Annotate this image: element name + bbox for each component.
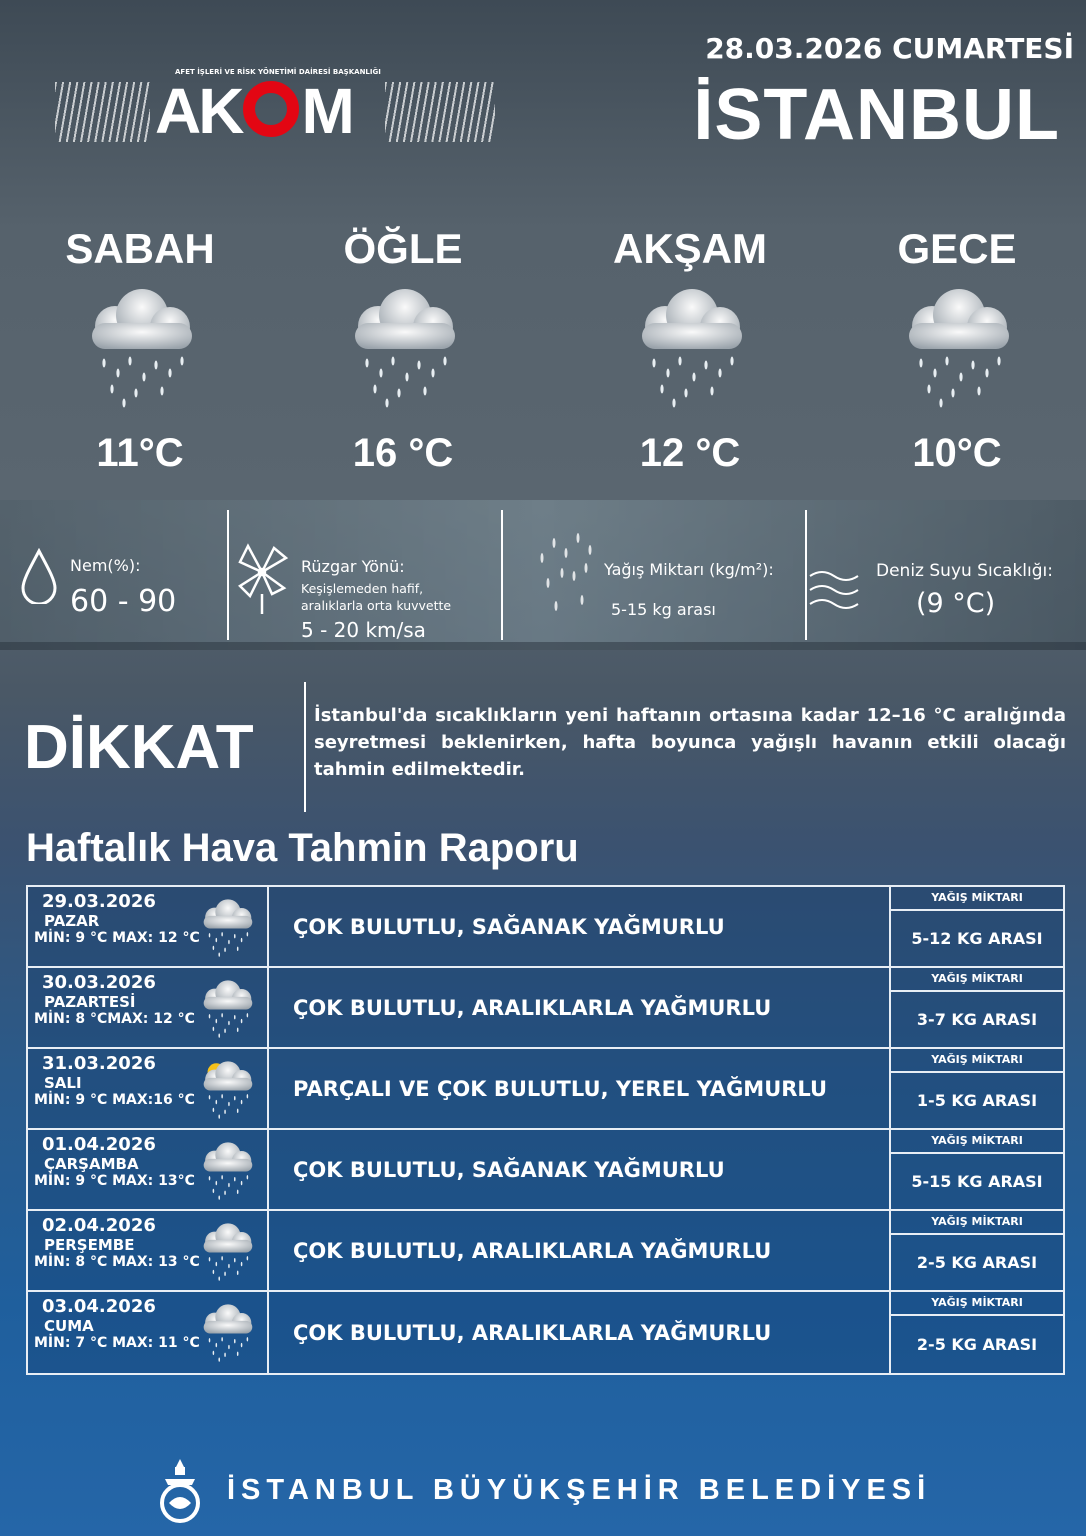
forecast-minmax: MİN: 9 °C MAX: 12 °C [34, 930, 200, 946]
forecast-row: 30.03.2026 PAZARTESİ MİN: 8 °CMAX: 12 °C… [28, 968, 1063, 1049]
sun-cloud-rain-icon [193, 1057, 261, 1121]
cloud-rain-icon [193, 1300, 261, 1364]
forecast-date: 01.04.2026 [42, 1134, 156, 1155]
rain-cell: YAĞIŞ MİKTARI 1-5 KG ARASI [891, 1049, 1063, 1128]
rain-header: YAĞIŞ MİKTARI [891, 968, 1063, 992]
cloud-rain-icon [193, 1219, 261, 1283]
raindrops-icon [540, 533, 592, 611]
ibb-logo-icon [160, 1459, 200, 1523]
alert-title: DİKKAT [24, 713, 254, 782]
day-cell: 02.04.2026 PERŞEMBE MİN: 8 °C MAX: 13 °C [28, 1211, 269, 1290]
rain-header: YAĞIŞ MİKTARI [891, 1211, 1063, 1235]
cloud-rain-icon [887, 281, 1027, 411]
report-date: 28.03.2026 CUMARTESİ [705, 32, 1074, 65]
forecast-minmax: MİN: 7 °C MAX: 11 °C [34, 1335, 200, 1351]
day-cell: 29.03.2026 PAZAR MİN: 9 °C MAX: 12 °C [28, 887, 269, 966]
rain-amount: 2-5 KG ARASI [916, 1253, 1038, 1272]
cloud-rain-icon [193, 1138, 261, 1202]
conditions-bar: Nem(%): 60 - 90 Rüzgar Yönü: Keşişlemede… [0, 500, 1086, 650]
logo-text: AK M [155, 75, 355, 147]
rain-header: YAĞIŞ MİKTARI [891, 1130, 1063, 1154]
rain-amount: 3-7 KG ARASI [916, 1010, 1038, 1029]
period-aksam: AKŞAM 12 °C [613, 225, 767, 475]
rain-header: YAĞIŞ MİKTARI [891, 887, 1063, 911]
alert-text: İstanbul'da sıcaklıkların yeni haftanın … [314, 705, 1066, 780]
forecast-description: ÇOK BULUTLU, SAĞANAK YAĞMURLU [269, 887, 891, 966]
forecast-day: CUMA [44, 1317, 94, 1335]
forecast-row: 02.04.2026 PERŞEMBE MİN: 8 °C MAX: 13 °C… [28, 1211, 1063, 1292]
rain-amount: 2-5 KG ARASI [916, 1335, 1038, 1354]
rain-amount: 1-5 KG ARASI [916, 1091, 1038, 1110]
forecast-description: ÇOK BULUTLU, SAĞANAK YAĞMURLU [269, 1130, 891, 1209]
forecast-date: 31.03.2026 [42, 1053, 156, 1074]
forecast-day: SALI [44, 1074, 82, 1092]
rain-cell: YAĞIŞ MİKTARI 5-12 KG ARASI [891, 887, 1063, 966]
pinwheel-icon [238, 543, 289, 614]
divider [304, 682, 306, 812]
forecast-minmax: MİN: 9 °C MAX: 13°C [34, 1173, 195, 1189]
footer: İSTANBUL BÜYÜKŞEHİR BELEDİYESİ [155, 1455, 935, 1525]
cloud-rain-icon [193, 976, 261, 1040]
weekly-table: 29.03.2026 PAZAR MİN: 9 °C MAX: 12 °C ÇO… [26, 885, 1065, 1375]
cloud-rain-icon [70, 281, 210, 411]
rain-header: YAĞIŞ MİKTARI [891, 1049, 1063, 1073]
forecast-row: 31.03.2026 SALI MİN: 9 °C MAX:16 °C PARÇ… [28, 1049, 1063, 1130]
forecast-description: ÇOK BULUTLU, ARALIKLARLA YAĞMURLU [269, 1211, 891, 1290]
cloud-rain-icon [333, 281, 473, 411]
waves-icon [809, 571, 859, 609]
forecast-row: 01.04.2026 ÇARŞAMBA MİN: 9 °C MAX: 13°C … [28, 1130, 1063, 1211]
forecast-description: ÇOK BULUTLU, ARALIKLARLA YAĞMURLU [269, 968, 891, 1047]
rain-header: YAĞIŞ MİKTARI [891, 1292, 1063, 1316]
day-cell: 31.03.2026 SALI MİN: 9 °C MAX:16 °C [28, 1049, 269, 1128]
city-name: İSTANBUL [693, 75, 1060, 155]
forecast-description: ÇOK BULUTLU, ARALIKLARLA YAĞMURLU [269, 1292, 891, 1373]
period-sabah: SABAH 11°C [65, 225, 215, 475]
forecast-row: 29.03.2026 PAZAR MİN: 9 °C MAX: 12 °C ÇO… [28, 887, 1063, 968]
forecast-day: ÇARŞAMBA [44, 1155, 139, 1173]
forecast-minmax: MİN: 9 °C MAX:16 °C [34, 1092, 195, 1108]
droplet-icon [21, 548, 57, 604]
period-ogle: ÖĞLE 16 °C [283, 225, 523, 476]
forecast-minmax: MİN: 8 °C MAX: 13 °C [34, 1254, 200, 1270]
forecast-day: PERŞEMBE [44, 1236, 135, 1254]
forecast-date: 02.04.2026 [42, 1215, 156, 1236]
forecast-row: 03.04.2026 CUMA MİN: 7 °C MAX: 11 °C ÇOK… [28, 1292, 1063, 1373]
day-cell: 30.03.2026 PAZARTESİ MİN: 8 °CMAX: 12 °C [28, 968, 269, 1047]
period-gece: GECE 10°C [837, 225, 1077, 476]
rain-amount: 5-15 KG ARASI [911, 1172, 1043, 1191]
rain-cell: YAĞIŞ MİKTARI 2-5 KG ARASI [891, 1211, 1063, 1290]
weekly-title: Haftalık Hava Tahmin Raporu [26, 826, 579, 870]
forecast-day: PAZARTESİ [44, 993, 136, 1011]
forecast-minmax: MİN: 8 °CMAX: 12 °C [34, 1011, 195, 1027]
rain-cell: YAĞIŞ MİKTARI 3-7 KG ARASI [891, 968, 1063, 1047]
akom-logo: AFET İŞLERİ VE RİSK YÖNETİMİ DAİRESİ BAŞ… [55, 68, 495, 148]
day-cell: 01.04.2026 ÇARŞAMBA MİN: 9 °C MAX: 13°C [28, 1130, 269, 1209]
forecast-date: 03.04.2026 [42, 1296, 156, 1317]
forecast-date: 30.03.2026 [42, 972, 156, 993]
rain-amount: 5-12 KG ARASI [911, 929, 1043, 948]
forecast-date: 29.03.2026 [42, 891, 156, 912]
forecast-description: PARÇALI VE ÇOK BULUTLU, YEREL YAĞMURLU [269, 1049, 891, 1128]
forecast-day: PAZAR [44, 912, 100, 930]
cloud-rain-icon [620, 281, 760, 411]
day-cell: 03.04.2026 CUMA MİN: 7 °C MAX: 11 °C [28, 1292, 269, 1373]
cloud-rain-icon [193, 895, 261, 959]
rain-cell: YAĞIŞ MİKTARI 5-15 KG ARASI [891, 1130, 1063, 1209]
rain-cell: YAĞIŞ MİKTARI 2-5 KG ARASI [891, 1292, 1063, 1373]
